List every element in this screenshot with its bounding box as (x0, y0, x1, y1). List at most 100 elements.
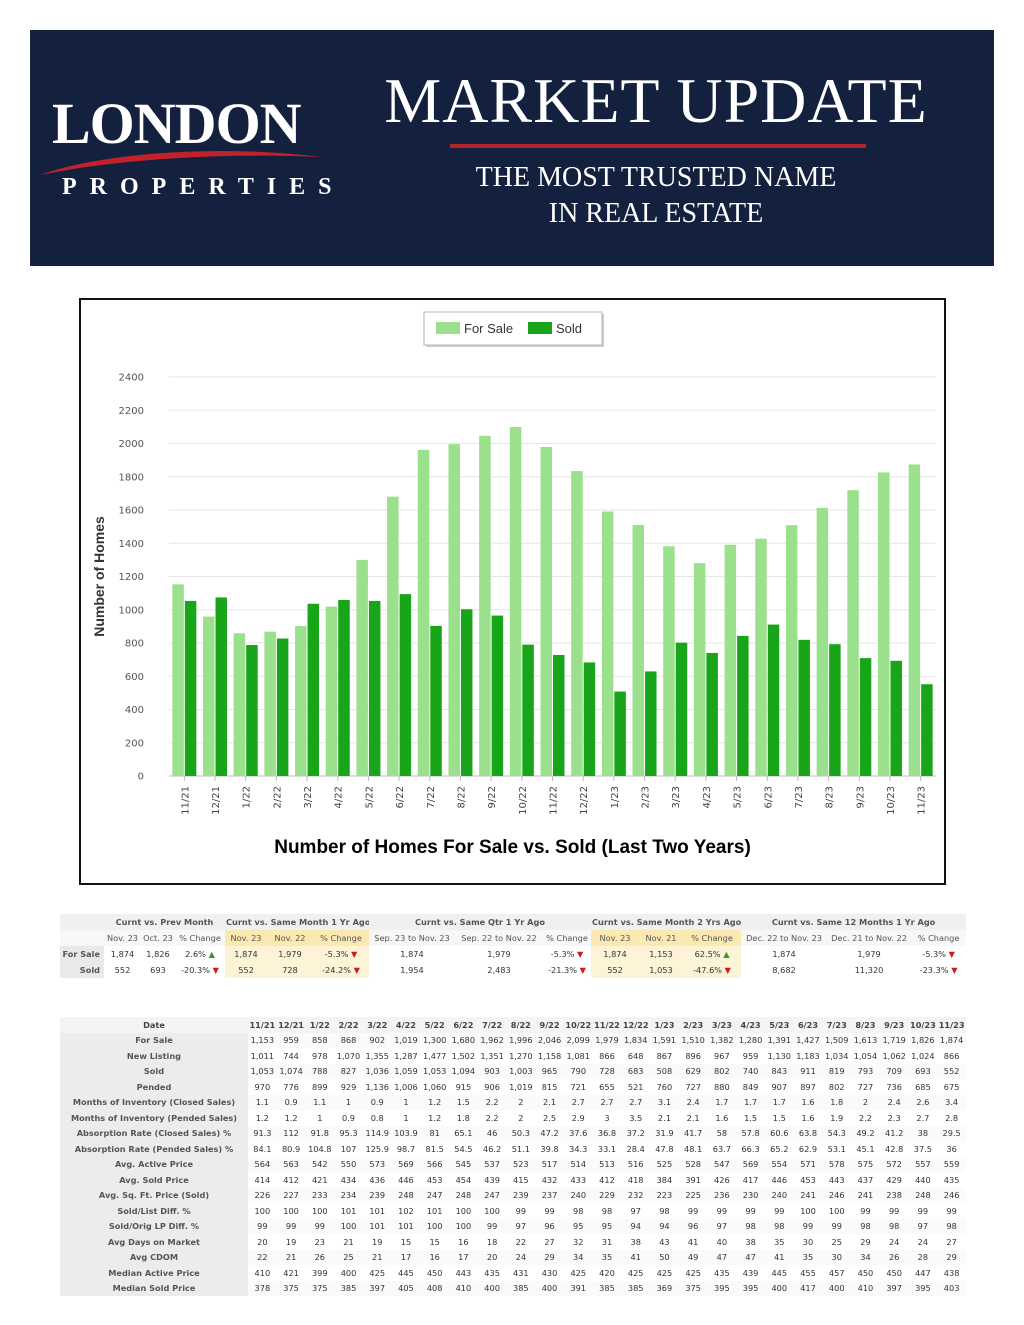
summary-header: % Change (543, 930, 592, 946)
stats-cell: 2.4 (879, 1094, 909, 1110)
stats-row: For Sale 1,153 959 858 868 902 1,019 1,300 1,680… (60, 1032, 966, 1048)
stats-cell: 107 (340, 1143, 357, 1154)
bar-sold (430, 625, 442, 776)
summary-cell: 8,682 (772, 965, 796, 975)
stats-cell: 453 (426, 1174, 443, 1185)
stats-cell: 97 (908, 1218, 938, 1234)
stats-cell: 1,019 (509, 1081, 533, 1092)
summary-cell: 1,053 (639, 962, 684, 978)
stats-cell: 99 (687, 1205, 699, 1216)
stats-cell: 99 (544, 1205, 555, 1216)
y-tick-label: 1600 (119, 506, 144, 517)
stats-cell: 523 (506, 1156, 536, 1172)
stats-cell: 1,502 (451, 1050, 476, 1061)
stats-cell: 439 (742, 1267, 759, 1278)
stats-cell: 50 (650, 1249, 679, 1265)
stats-cell: 6/23 (793, 1017, 823, 1033)
stats-cell: 525 (650, 1156, 679, 1172)
stats-cell: 435 (943, 1174, 960, 1185)
y-tick-label: 200 (125, 738, 144, 749)
stats-cell: 683 (621, 1063, 651, 1079)
stats-cell: 408 (420, 1280, 450, 1296)
stats-cell: 11/22 (592, 1017, 622, 1033)
stats-cell: 410 (851, 1280, 880, 1296)
stats-cell: 802 (707, 1063, 737, 1079)
stats-cell: 22 (248, 1249, 277, 1265)
stats-cell: 564 (248, 1156, 277, 1172)
stats-row: Avg. Sold Price 414 412 421 434 436 446 453 454 4… (60, 1172, 966, 1188)
stats-cell: 99 (477, 1218, 507, 1234)
stats-cell: 80.9 (281, 1143, 301, 1154)
stats-cell: 655 (599, 1081, 615, 1092)
legend-label-for-sale: For Sale (464, 321, 513, 336)
bar-sold (276, 638, 289, 776)
summary-cell: 11,320 (854, 965, 884, 975)
stats-cell: 237 (535, 1187, 564, 1203)
x-tick-label: 12/21 (211, 786, 222, 815)
stats-cell: 438 (943, 1267, 960, 1278)
stats-cell: 226 (248, 1187, 277, 1203)
x-tick-label: 9/22 (487, 786, 498, 808)
stats-cell: 63.7 (712, 1143, 731, 1154)
stats-cell: 20 (477, 1249, 507, 1265)
stats-cell: 375 (678, 1280, 708, 1296)
stats-cell: 455 (800, 1267, 816, 1278)
stats-cell: 99 (888, 1205, 900, 1216)
stats-cell: 384 (656, 1174, 673, 1185)
stats-cell: 232 (621, 1187, 651, 1203)
logo-subtitle: PROPERTIES (62, 174, 345, 200)
summary-table: Curnt vs. Prev Month Curnt vs. Same Mont… (60, 914, 967, 978)
stats-cell: 629 (678, 1063, 708, 1079)
stats-cell: 2.7 (621, 1094, 651, 1110)
stats-cell: 2,046 (535, 1032, 564, 1048)
stats-cell: 557 (908, 1156, 938, 1172)
summary-group: Curnt vs. Prev Month (104, 914, 226, 930)
x-tick-label: 4/23 (702, 786, 713, 808)
summary-cell: 693 (150, 965, 166, 975)
stats-cell: 3/23 (707, 1017, 737, 1033)
stats-row: Avg. Sq. Ft. Price (Sold) 226 227 233 234 239… (60, 1187, 966, 1203)
stats-cell: 867 (656, 1050, 673, 1061)
stats-cell: 896 (685, 1050, 701, 1061)
stats-cell: 443 (455, 1267, 472, 1278)
summary-cell: 1,874 (772, 949, 796, 959)
stats-cell: 417 (793, 1280, 823, 1296)
stats-cell: 675 (943, 1081, 960, 1092)
stats-cell: 65.2 (770, 1143, 789, 1154)
stats-cell: 790 (563, 1063, 593, 1079)
stats-cell: 1,287 (394, 1050, 418, 1061)
stats-cell: 17 (391, 1249, 421, 1265)
stats-cell: 101 (340, 1205, 357, 1216)
stats-cell: 21 (343, 1236, 354, 1247)
stats-cell: 23 (314, 1236, 325, 1247)
stats-cell: 450 (886, 1267, 902, 1278)
stats-cell: 30 (802, 1236, 814, 1247)
bar-sold (737, 635, 749, 776)
stats-cell: 1,427 (793, 1032, 823, 1048)
stats-cell: 1.7 (736, 1094, 765, 1110)
stats-cell: 3/22 (362, 1017, 392, 1033)
stats-cell: 395 (707, 1280, 737, 1296)
stats-cell: 430 (541, 1267, 558, 1278)
bar-sold (829, 644, 841, 776)
stats-cell: 1,074 (276, 1063, 306, 1079)
stats-cell: 405 (391, 1280, 421, 1296)
bar-for-sale (663, 546, 675, 776)
stats-cell: 1,874 (937, 1032, 966, 1048)
stats-cell: 1.6 (793, 1094, 823, 1110)
stats-cell: 417 (742, 1174, 759, 1185)
stats-cell: 443 (828, 1174, 845, 1185)
stats-cell: 1,477 (422, 1050, 447, 1061)
stats-cell: 843 (764, 1063, 794, 1079)
stats-cell: 1.6 (715, 1112, 729, 1123)
stats-cell: 53.1 (827, 1143, 846, 1154)
stats-cell: 0.9 (362, 1094, 392, 1110)
stats-cell: 103.9 (391, 1125, 421, 1141)
stats-cell: 970 (254, 1081, 271, 1092)
summary-cell: 1,979 (487, 949, 511, 959)
stats-cell: 437 (857, 1174, 874, 1185)
stats-cell: 2.1 (686, 1112, 700, 1123)
bar-for-sale (816, 507, 829, 776)
stats-cell: 9/22 (535, 1017, 564, 1033)
stats-cell: 246 (822, 1187, 852, 1203)
